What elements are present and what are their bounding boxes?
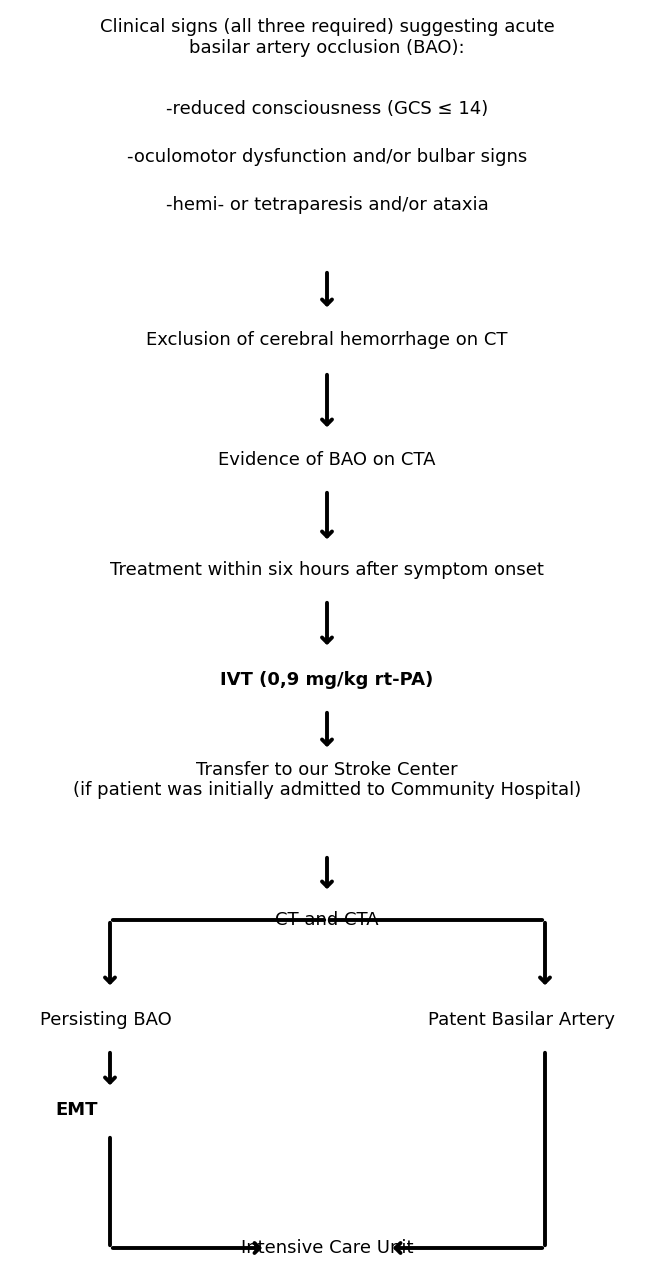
Text: -oculomotor dysfunction and/or bulbar signs: -oculomotor dysfunction and/or bulbar si… bbox=[127, 148, 527, 166]
Text: Clinical signs (all three required) suggesting acute
basilar artery occlusion (B: Clinical signs (all three required) sugg… bbox=[100, 18, 554, 56]
Text: -hemi- or tetraparesis and/or ataxia: -hemi- or tetraparesis and/or ataxia bbox=[166, 196, 489, 214]
Text: IVT (0,9 mg/kg rt-PA): IVT (0,9 mg/kg rt-PA) bbox=[220, 671, 434, 689]
Text: Evidence of BAO on CTA: Evidence of BAO on CTA bbox=[218, 451, 436, 468]
Text: Exclusion of cerebral hemorrhage on CT: Exclusion of cerebral hemorrhage on CT bbox=[146, 332, 508, 349]
Text: Intensive Care Unit: Intensive Care Unit bbox=[241, 1239, 413, 1257]
Text: Persisting BAO: Persisting BAO bbox=[40, 1011, 172, 1029]
Text: -reduced consciousness (GCS ≤ 14): -reduced consciousness (GCS ≤ 14) bbox=[166, 100, 488, 118]
Text: CT and CTA: CT and CTA bbox=[275, 911, 379, 929]
Text: Transfer to our Stroke Center
(if patient was initially admitted to Community Ho: Transfer to our Stroke Center (if patien… bbox=[73, 760, 581, 800]
Text: Treatment within six hours after symptom onset: Treatment within six hours after symptom… bbox=[110, 561, 544, 579]
Text: Patent Basilar Artery: Patent Basilar Artery bbox=[428, 1011, 615, 1029]
Text: EMT: EMT bbox=[55, 1101, 98, 1119]
